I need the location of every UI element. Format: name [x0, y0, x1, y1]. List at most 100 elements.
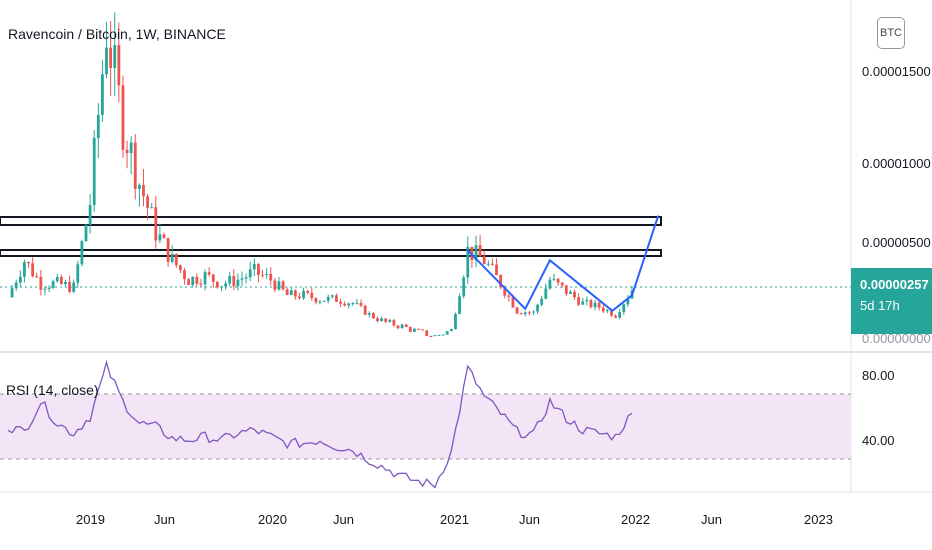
- candle-body: [88, 205, 92, 225]
- candle-body: [51, 281, 55, 288]
- candle-body: [421, 329, 425, 331]
- candle-body: [425, 330, 429, 336]
- candle-body: [125, 149, 129, 154]
- candle-body: [474, 245, 478, 261]
- candle-body: [536, 304, 539, 312]
- candle-body: [113, 45, 117, 68]
- candle-body: [433, 335, 437, 337]
- candle-body: [302, 290, 305, 299]
- candle-body: [458, 296, 461, 314]
- candle-body: [137, 184, 141, 189]
- candle-body: [35, 276, 39, 278]
- candle-body: [199, 283, 203, 285]
- candle-body: [269, 274, 273, 281]
- candle-body: [593, 302, 597, 308]
- candle-body: [478, 245, 482, 257]
- candle-body: [540, 298, 544, 305]
- candle-body: [27, 262, 30, 264]
- currency-button[interactable]: BTC: [877, 17, 905, 49]
- candle-body: [560, 282, 564, 286]
- candle-body: [273, 280, 277, 290]
- candle-body: [384, 318, 388, 322]
- candle-body: [437, 334, 441, 336]
- time-label-2019: 2019: [76, 512, 105, 527]
- candle-body: [101, 74, 104, 115]
- time-label-2020: 2020: [258, 512, 287, 527]
- candle-body: [244, 277, 248, 279]
- candle-body: [462, 277, 466, 297]
- candle-body: [39, 276, 43, 290]
- candle-body: [400, 324, 404, 329]
- candle-body: [96, 114, 100, 138]
- candle-body: [289, 290, 293, 295]
- candle-body: [158, 234, 162, 241]
- candle-body: [404, 324, 408, 327]
- candle-body: [454, 313, 457, 330]
- candle-body: [392, 320, 396, 326]
- time-label-jun-2022: Jun: [701, 512, 722, 527]
- candle-body: [84, 224, 88, 242]
- pattern-line[interactable]: [467, 215, 660, 313]
- candle-body: [43, 288, 47, 290]
- candle-body: [179, 265, 182, 271]
- candle-body: [429, 335, 433, 337]
- candle-body: [408, 326, 412, 332]
- pattern-drawing[interactable]: [467, 215, 660, 313]
- rsi-scale-80: 80.00: [862, 368, 895, 383]
- time-label-2023: 2023: [804, 512, 833, 527]
- candle-body: [626, 298, 630, 305]
- time-label-jun-2019: Jun: [154, 512, 175, 527]
- rsi-line: [7, 359, 633, 489]
- candle-body: [335, 295, 338, 302]
- candle-body: [146, 196, 149, 208]
- resistance-zone-lower[interactable]: [0, 249, 662, 257]
- candle-body: [109, 47, 113, 68]
- candle-body: [581, 301, 585, 305]
- candle-body: [298, 296, 301, 299]
- candle-body: [552, 278, 556, 280]
- candle-body: [293, 290, 297, 297]
- candle-body: [532, 311, 535, 313]
- candle-body: [388, 320, 392, 322]
- candle-body: [310, 292, 314, 299]
- candle-body: [232, 275, 236, 287]
- candle-body: [76, 264, 80, 283]
- candle-body: [92, 137, 96, 206]
- candle-body: [14, 282, 18, 289]
- candle-body: [527, 312, 531, 314]
- price-pane[interactable]: [0, 0, 851, 350]
- price-label-500: 0.00000500: [862, 235, 931, 250]
- candle-body: [195, 276, 199, 284]
- candle-body: [495, 264, 498, 276]
- rsi-scale-40: 40.00: [862, 433, 895, 448]
- candle-body: [499, 275, 503, 288]
- candle-body: [18, 276, 22, 283]
- candle-body: [564, 285, 568, 294]
- candle-body: [215, 281, 219, 288]
- candle-body: [207, 272, 211, 275]
- candle-body: [544, 288, 548, 299]
- price-label-1000: 0.00001000: [862, 156, 931, 171]
- candle-body: [203, 272, 207, 285]
- candle-body: [343, 303, 347, 306]
- candle-body: [556, 278, 560, 283]
- candle-body: [359, 302, 363, 306]
- candle-body: [174, 253, 178, 266]
- time-label-2021: 2021: [440, 512, 469, 527]
- candle-body: [257, 263, 260, 275]
- candle-body: [622, 304, 626, 313]
- candle-body: [482, 256, 486, 264]
- candle-body: [261, 274, 264, 276]
- candle-body: [64, 281, 67, 284]
- candle-body: [441, 334, 445, 336]
- candle-body: [371, 313, 375, 319]
- candle-body: [10, 288, 14, 298]
- rsi-indicator-label[interactable]: RSI (14, close): [6, 382, 99, 398]
- resistance-zone-upper[interactable]: [0, 216, 662, 226]
- candle-body: [413, 328, 416, 332]
- candle-body: [80, 241, 84, 265]
- candle-body: [47, 287, 51, 289]
- candle-body: [339, 301, 342, 304]
- candle-body: [569, 291, 572, 294]
